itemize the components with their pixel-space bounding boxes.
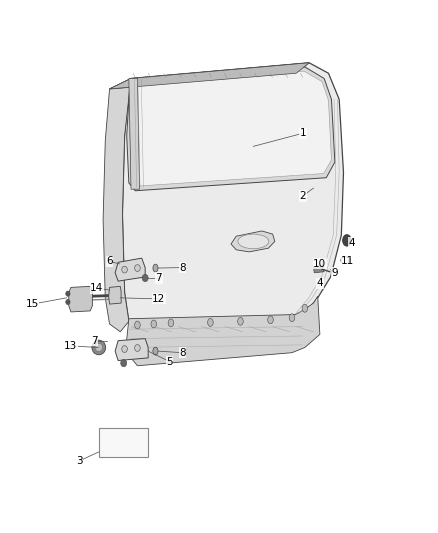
Text: 9: 9 (332, 268, 338, 278)
Ellipse shape (151, 320, 156, 328)
Ellipse shape (121, 359, 127, 367)
Ellipse shape (302, 304, 307, 312)
Polygon shape (127, 67, 335, 191)
Ellipse shape (168, 319, 174, 327)
Ellipse shape (153, 347, 158, 355)
Polygon shape (110, 63, 309, 89)
Text: 8: 8 (179, 263, 186, 272)
Text: 4: 4 (349, 238, 355, 248)
Ellipse shape (238, 318, 243, 325)
Polygon shape (103, 78, 131, 332)
Text: 7: 7 (91, 336, 98, 346)
Ellipse shape (122, 345, 127, 352)
Polygon shape (69, 286, 92, 312)
Ellipse shape (95, 343, 102, 352)
Text: 2: 2 (300, 191, 306, 201)
Ellipse shape (153, 264, 158, 272)
Polygon shape (110, 63, 309, 89)
Ellipse shape (134, 345, 140, 351)
Polygon shape (123, 63, 343, 334)
Text: 7: 7 (155, 273, 162, 283)
Text: 6: 6 (106, 256, 113, 266)
Ellipse shape (66, 291, 70, 296)
Polygon shape (314, 265, 324, 273)
Polygon shape (109, 286, 121, 304)
Ellipse shape (122, 266, 127, 273)
Ellipse shape (134, 321, 140, 329)
Polygon shape (231, 231, 275, 252)
Polygon shape (130, 71, 332, 186)
Polygon shape (129, 78, 140, 189)
Ellipse shape (92, 340, 106, 355)
Polygon shape (127, 296, 320, 366)
Polygon shape (115, 338, 148, 360)
Ellipse shape (66, 300, 70, 305)
Text: 15: 15 (26, 299, 39, 309)
Polygon shape (115, 258, 145, 281)
Text: 11: 11 (341, 256, 354, 266)
Text: 12: 12 (152, 294, 166, 304)
Text: 3: 3 (76, 456, 83, 466)
Text: 4: 4 (317, 278, 323, 288)
Ellipse shape (142, 274, 148, 281)
Text: 13: 13 (64, 341, 78, 351)
Text: 5: 5 (166, 357, 173, 367)
Ellipse shape (289, 314, 295, 321)
Ellipse shape (268, 316, 273, 324)
Ellipse shape (208, 319, 213, 326)
Ellipse shape (343, 235, 351, 246)
FancyBboxPatch shape (99, 429, 148, 457)
Text: 10: 10 (313, 259, 326, 269)
Text: 14: 14 (90, 284, 103, 294)
Ellipse shape (134, 265, 140, 271)
Ellipse shape (238, 234, 269, 249)
Text: 1: 1 (300, 128, 306, 138)
Text: 8: 8 (179, 348, 186, 358)
